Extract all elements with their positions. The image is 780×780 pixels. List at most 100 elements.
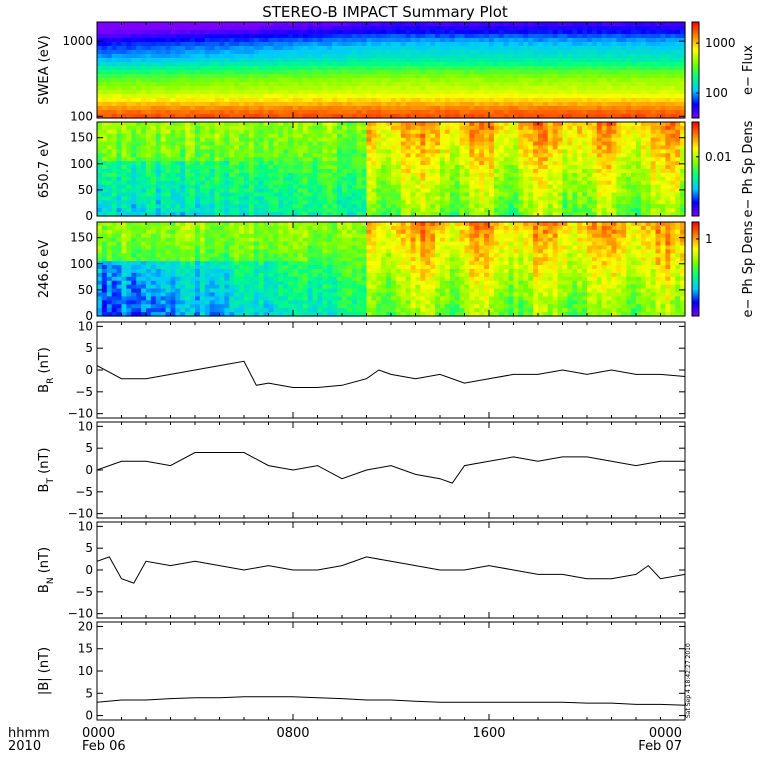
heatmap-cell [665, 70, 671, 75]
heatmap-cell [665, 58, 671, 63]
heatmap-cell [469, 169, 475, 174]
heatmap-cell [332, 153, 338, 158]
heatmap-cell [116, 38, 123, 43]
heatmap-cell [337, 192, 343, 198]
heatmap-cell [376, 169, 382, 174]
heatmap-cell [141, 133, 147, 139]
heatmap-cell [391, 184, 397, 190]
heatmap-cell [293, 165, 299, 170]
heatmap-cell [410, 22, 417, 27]
heatmap-cell [391, 74, 397, 79]
heatmap-cell [106, 50, 113, 55]
heatmap-cell [342, 149, 348, 154]
heatmap-cell [680, 70, 686, 75]
heatmap-cell [293, 200, 299, 205]
heatmap-cell [302, 38, 309, 43]
heatmap-cell [185, 110, 191, 115]
heatmap-cell [503, 86, 510, 91]
heatmap-cell [356, 149, 363, 154]
heatmap-cell [263, 180, 270, 186]
heatmap-cell [410, 94, 417, 99]
heatmap-cell [199, 157, 206, 162]
heatmap-cell [302, 161, 309, 166]
heatmap-cell [650, 50, 657, 55]
heatmap-cell [391, 129, 397, 135]
heatmap-cell [288, 114, 294, 119]
heatmap-cell [626, 86, 632, 91]
heatmap-cell [351, 38, 358, 43]
heatmap-cell [293, 153, 299, 158]
heatmap-cell [616, 34, 622, 39]
heatmap-cell [582, 86, 588, 91]
heatmap-cell [263, 94, 270, 99]
heatmap-cell [185, 98, 191, 103]
heatmap-cell [258, 200, 265, 205]
heatmap-cell [214, 22, 221, 27]
heatmap-cell [351, 184, 358, 190]
heatmap-cell [165, 90, 172, 95]
heatmap-cell [253, 38, 260, 43]
heatmap-cell [503, 169, 510, 174]
heatmap-cell [621, 70, 627, 75]
heatmap-cell [440, 70, 446, 75]
heatmap-cell [449, 106, 456, 111]
heatmap-cell [297, 102, 304, 107]
heatmap-cell [361, 212, 368, 217]
heatmap-cell [454, 212, 461, 217]
heatmap-cell [606, 30, 613, 35]
heatmap-cell [459, 110, 466, 115]
heatmap-cell [650, 58, 657, 63]
heatmap-cell [474, 149, 480, 154]
heatmap-cell [508, 74, 515, 79]
heatmap-cell [484, 157, 490, 162]
heatmap-cell [528, 82, 534, 87]
heatmap-cell [126, 58, 132, 63]
heatmap-cell [136, 98, 142, 103]
heatmap-cell [361, 50, 368, 55]
heatmap-cell [150, 42, 157, 47]
heatmap-cell [199, 58, 206, 63]
heatmap-cell [533, 50, 539, 55]
heatmap-cell [131, 212, 137, 217]
heatmap-cell [508, 66, 515, 71]
heatmap-cell [111, 86, 118, 91]
heatmap-cell [376, 137, 382, 143]
heatmap-cell [175, 212, 181, 217]
heatmap-cell [141, 208, 147, 213]
heatmap-cell [435, 184, 441, 190]
heatmap-cell [430, 70, 436, 75]
heatmap-cell [376, 176, 382, 182]
heatmap-cell [146, 153, 152, 158]
heatmap-cell [425, 169, 431, 174]
heatmap-cell [180, 102, 186, 107]
heatmap-cell [454, 106, 461, 111]
heatmap-cell [116, 157, 123, 162]
heatmap-cell [346, 169, 353, 174]
heatmap-cell [141, 42, 147, 47]
heatmap-cell [459, 82, 466, 87]
heatmap-cell [435, 157, 441, 162]
heatmap-cell [386, 50, 392, 55]
heatmap-cell [160, 62, 167, 67]
heatmap-cell [591, 38, 598, 43]
heatmap-cell [675, 94, 681, 99]
heatmap-cell [636, 58, 642, 63]
heatmap-cell [146, 176, 152, 182]
heatmap-cell [297, 50, 304, 55]
heatmap-cell [146, 200, 152, 205]
heatmap-cell [371, 133, 377, 139]
heatmap-cell [155, 122, 162, 127]
heatmap-cell [391, 58, 397, 63]
heatmap-cell [346, 102, 353, 107]
heatmap-cell [288, 94, 294, 99]
heatmap-cell [317, 22, 323, 27]
heatmap-cell [150, 200, 157, 205]
heatmap-cell [332, 46, 338, 51]
heatmap-cell [636, 46, 642, 51]
heatmap-cell [244, 184, 250, 190]
heatmap-cell [239, 188, 245, 194]
heatmap-cell [293, 133, 299, 139]
heatmap-cell [640, 86, 647, 91]
heatmap-cell [459, 180, 466, 186]
heatmap-cell [366, 145, 372, 151]
